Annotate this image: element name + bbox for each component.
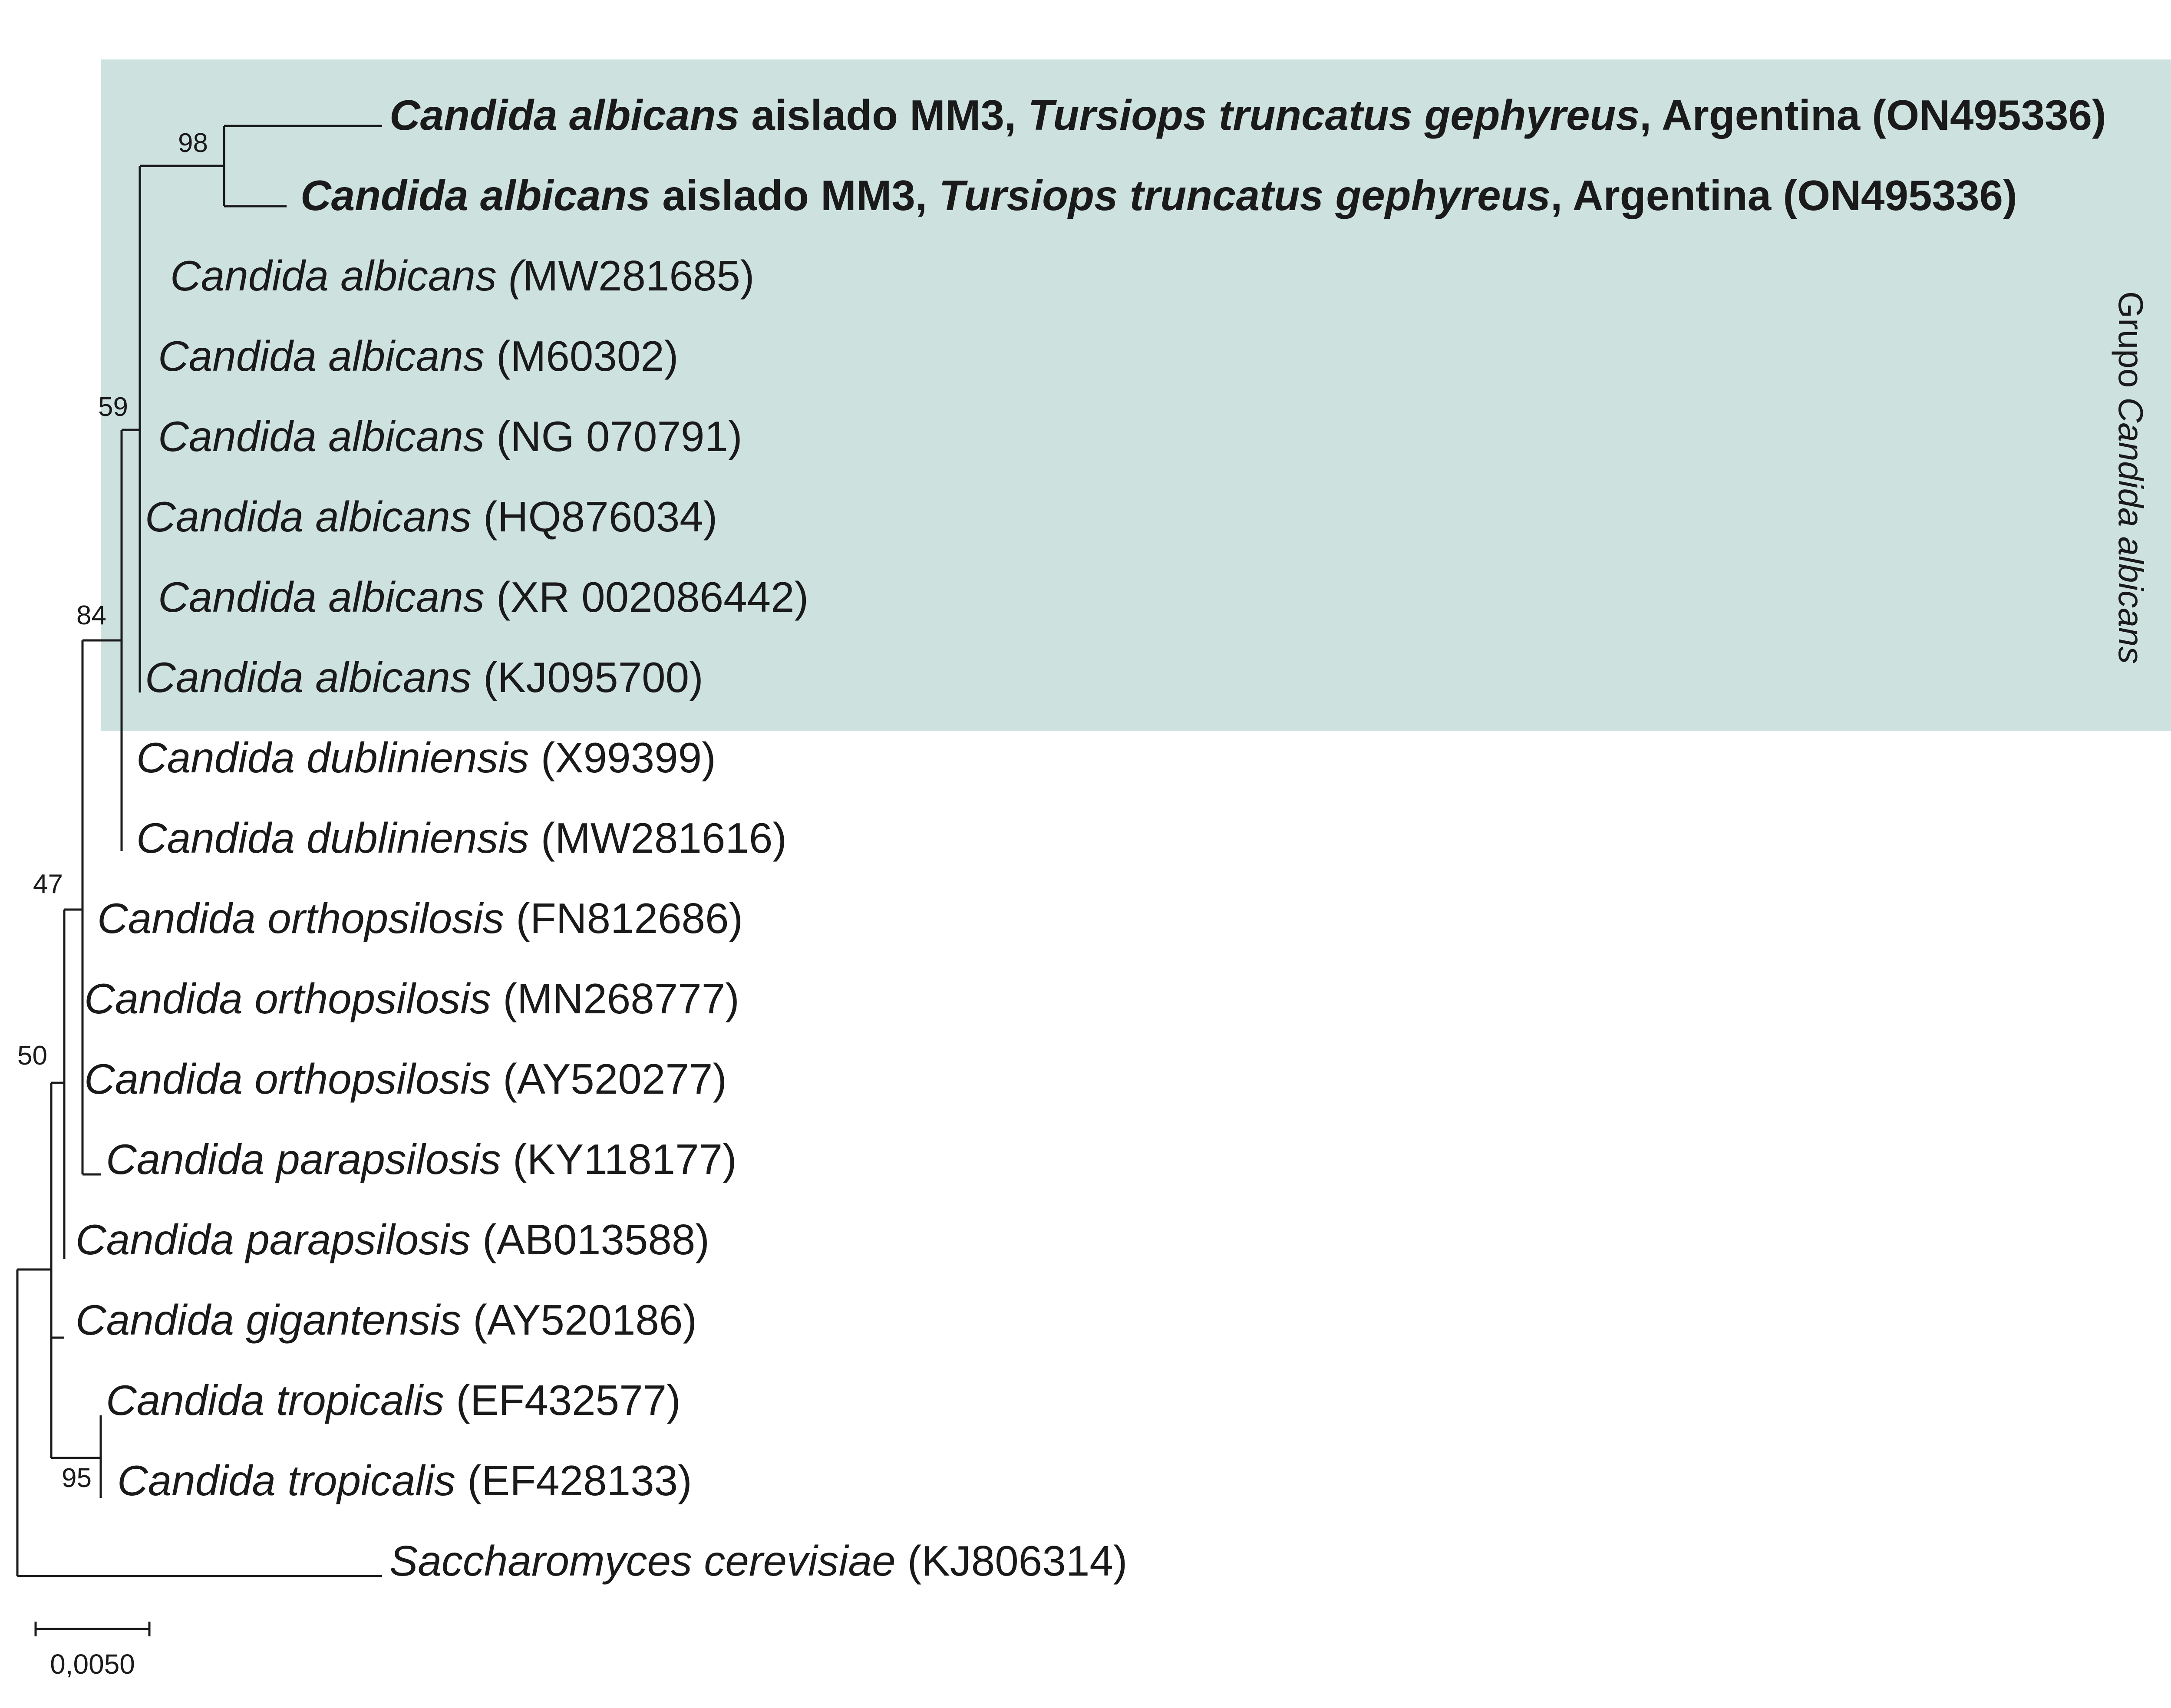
species-name: Candida albicans xyxy=(158,412,485,460)
species-name: Candida dubliniensis xyxy=(136,814,529,862)
accession-text: (MN268777) xyxy=(491,975,739,1022)
accession-text: (X99399) xyxy=(529,734,716,781)
species-name: Candida tropicalis xyxy=(117,1457,455,1504)
taxon-label: Candida dubliniensis (MW281616) xyxy=(136,814,787,862)
taxon-label: Candida albicans (M60302) xyxy=(158,332,679,380)
species-name: Candida albicans xyxy=(145,493,472,541)
accession-text: (NG 070791) xyxy=(485,412,742,460)
species-name: Candida dubliniensis xyxy=(136,734,529,781)
species-name: Candida gigantensis xyxy=(76,1296,461,1344)
species-name: Candida albicans xyxy=(300,171,650,219)
taxon-label: Saccharomyces cerevisiae (KJ806314) xyxy=(389,1537,1127,1585)
accession-text: (KY118177) xyxy=(501,1135,737,1183)
bootstrap-value: 95 xyxy=(62,1463,92,1493)
accession-text: (AY520186) xyxy=(461,1296,697,1344)
bootstrap-value: 98 xyxy=(178,128,208,158)
scale-bar: 0,0050 xyxy=(34,1622,151,1680)
accession-text: (HQ876034) xyxy=(472,493,718,541)
taxon-label: Candida albicans (MW281685) xyxy=(170,252,755,300)
tree-branches xyxy=(16,125,382,1577)
accession-text: (AY520277) xyxy=(491,1055,727,1103)
group-label: Grupo Candida albicans xyxy=(2112,291,2150,664)
scale-bar-label: 0,0050 xyxy=(50,1649,135,1680)
accession-text: (EF428133) xyxy=(455,1457,692,1504)
accession-text: (MW281616) xyxy=(529,814,787,862)
taxon-label: Candida parapsilosis (KY118177) xyxy=(106,1135,737,1183)
taxon-label: Candida albicans (KJ095700) xyxy=(145,653,703,701)
accession-text: (M60302) xyxy=(485,332,679,380)
accession-text: (AB013588) xyxy=(471,1216,709,1263)
species-name: Candida albicans ( xyxy=(170,252,526,300)
taxon-label: Candida albicans aislado MM3, Tursiops t… xyxy=(389,91,2106,139)
species-name: Candida parapsilosis xyxy=(106,1135,501,1183)
species-name: Candida albicans xyxy=(389,91,739,139)
accession-text: MW281685) xyxy=(523,252,755,300)
candida-albicans-group-highlight xyxy=(101,59,2171,731)
species-name: Candida parapsilosis xyxy=(76,1216,471,1263)
species-name: Candida orthopsilosis xyxy=(97,894,504,942)
taxon-label: Candida albicans (XR 002086442) xyxy=(158,573,808,621)
species-name: Candida albicans xyxy=(145,653,472,701)
bootstrap-values: 98 59 84 47 50 95 xyxy=(17,128,208,1493)
bootstrap-value: 50 xyxy=(17,1041,47,1071)
taxon-label: Candida albicans (NG 070791) xyxy=(158,412,742,460)
bootstrap-value: 84 xyxy=(76,600,106,630)
accession-text: (EF432577) xyxy=(444,1376,681,1424)
bootstrap-value: 59 xyxy=(98,392,128,422)
host-species-name: Tursiops truncatus gephyreus xyxy=(939,171,1551,219)
accession-text: aislado MM3, xyxy=(650,171,939,219)
taxon-label: Candida gigantensis (AY520186) xyxy=(76,1296,697,1344)
taxon-label: Candida tropicalis (EF428133) xyxy=(117,1457,692,1504)
taxon-label: Candida tropicalis (EF432577) xyxy=(106,1376,681,1424)
taxon-label: Candida orthopsilosis (AY520277) xyxy=(84,1055,727,1103)
accession-text: , Argentina (ON495336) xyxy=(1640,91,2106,139)
species-name: Saccharomyces cerevisiae xyxy=(389,1537,896,1585)
species-name: Candida orthopsilosis xyxy=(84,1055,491,1103)
taxon-labels: Candida albicans aislado MM3, Tursiops t… xyxy=(76,91,2106,1585)
accession-text: aislado MM3, xyxy=(739,91,1028,139)
taxon-label: Candida albicans aislado MM3, Tursiops t… xyxy=(300,171,2017,219)
taxon-label: Candida orthopsilosis (MN268777) xyxy=(84,975,739,1022)
taxon-label: Candida albicans (HQ876034) xyxy=(145,493,717,541)
accession-text: (FN812686) xyxy=(504,894,743,942)
bootstrap-value: 47 xyxy=(33,869,63,899)
accession-text: (XR 002086442) xyxy=(485,573,808,621)
taxon-label: Candida orthopsilosis (FN812686) xyxy=(97,894,743,942)
taxon-label: Candida parapsilosis (AB013588) xyxy=(76,1216,709,1263)
taxon-label: Candida dubliniensis (X99399) xyxy=(136,734,716,781)
host-species-name: Tursiops truncatus gephyreus xyxy=(1028,91,1640,139)
species-name: Candida albicans xyxy=(158,573,485,621)
species-name: Candida orthopsilosis xyxy=(84,975,491,1022)
species-name: Candida tropicalis xyxy=(106,1376,444,1424)
accession-text: (KJ806314) xyxy=(896,1537,1128,1585)
accession-text: (KJ095700) xyxy=(472,653,703,701)
species-name: Candida albicans xyxy=(158,332,485,380)
accession-text: , Argentina (ON495336) xyxy=(1551,171,2017,219)
